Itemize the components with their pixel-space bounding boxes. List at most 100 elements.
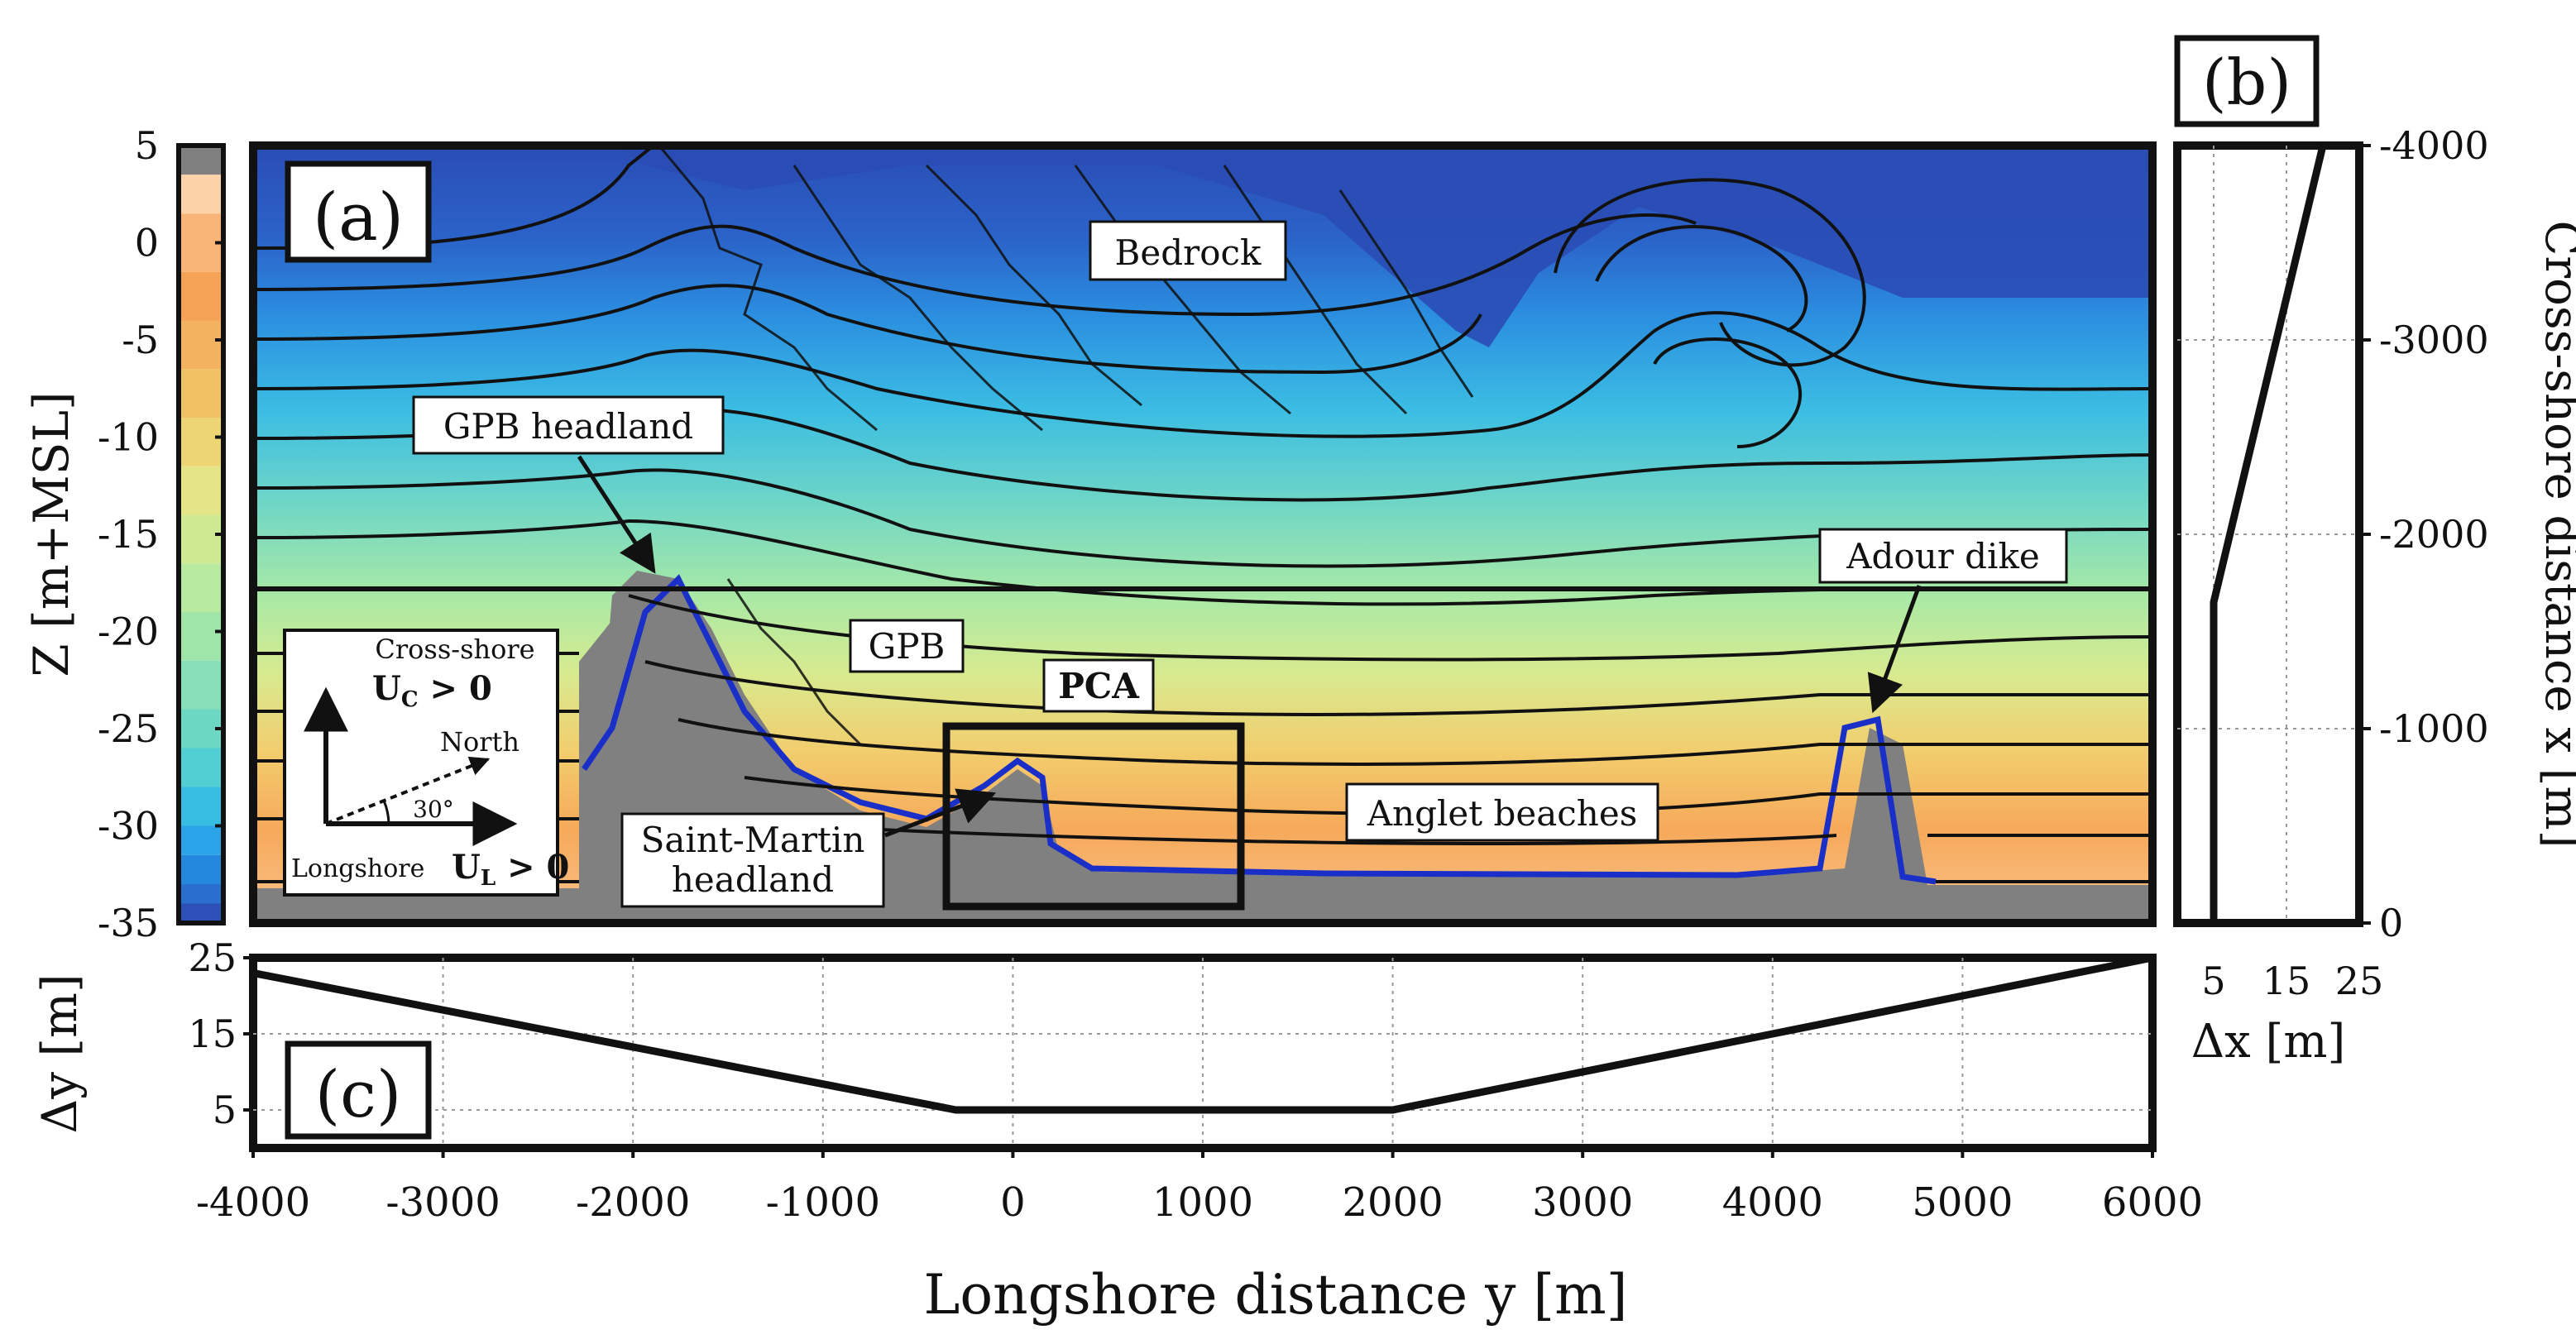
- panel-c-xtick-label: 6000: [2102, 1179, 2203, 1226]
- colorbar-band: [179, 748, 223, 787]
- panel-c-xtick-label: 5000: [1912, 1179, 2013, 1226]
- panel-b-xtick-label: 5: [2201, 959, 2225, 1003]
- colorbar-band: [179, 563, 223, 612]
- colorbar-band: [179, 825, 223, 855]
- colorbar-tick-label: -20: [98, 610, 159, 654]
- panel-c-ylabel: Δy [m]: [31, 973, 88, 1133]
- panel-c-ytick-label: 5: [213, 1088, 237, 1132]
- label-pca: PCA: [1042, 658, 1155, 713]
- arrow-adour-dike: [1867, 585, 1922, 714]
- panel-b: -4000 -3000 -2000 -1000 0 5 15 25 Δx [m] Cross…: [2173, 35, 2576, 1069]
- label-anglet-beaches: Anglet beaches: [1345, 782, 1659, 842]
- svg-text:(b): (b): [2202, 45, 2291, 119]
- angle-arc: [382, 800, 390, 825]
- label-bedrock: Bedrock: [1089, 220, 1287, 281]
- panel-c-ytick-label: 15: [188, 1012, 237, 1056]
- panel-a-label: (a): [285, 160, 432, 263]
- arrow-saint-martin: [884, 788, 997, 838]
- panel-b-ytick-label: -2000: [2379, 512, 2489, 557]
- colorbar-band: [179, 514, 223, 564]
- svg-text:Adour dike: Adour dike: [1846, 536, 2040, 576]
- colorbar-tick-label: 0: [135, 221, 159, 265]
- panel-c-xtick-label: 2000: [1343, 1179, 1444, 1226]
- panel-b-yticks: -4000 -3000 -2000 -1000 0: [2359, 123, 2489, 945]
- panel-c-xtick-label: -1000: [766, 1179, 880, 1226]
- panel-c: 5 15 25 -4000 -3000 -2000 -1000 0 1000 2000 3000 4…: [31, 935, 2203, 1327]
- colorbar-tick-label: -30: [98, 804, 159, 849]
- svg-text:UL > 0: UL > 0: [452, 848, 569, 891]
- label-gpb-headland: GPB headland: [412, 395, 725, 455]
- colorbar-band: [179, 466, 223, 515]
- panel-c-xtick-label: 4000: [1722, 1179, 1823, 1226]
- colorbar-band: [179, 146, 223, 175]
- svg-text:(a): (a): [313, 179, 404, 256]
- panel-b-label: (b): [2174, 35, 2320, 127]
- colorbar: [176, 143, 226, 925]
- shoreline: [582, 574, 1937, 885]
- colorbar-band: [179, 884, 223, 904]
- svg-text:PCA: PCA: [1058, 666, 1140, 706]
- label-adour-dike: Adour dike: [1818, 528, 2068, 584]
- svg-text:(c): (c): [315, 1058, 402, 1132]
- label-saint-martin-headland: Saint-Martin headland: [620, 812, 885, 908]
- colorbar-band: [179, 369, 223, 418]
- svg-text:headland: headland: [672, 859, 834, 900]
- panel-b-ytick-label: -1000: [2379, 706, 2489, 751]
- panel-c-xtick-label: 3000: [1532, 1179, 1633, 1226]
- panel-b-xticks: 5 15 25: [2201, 959, 2383, 1003]
- colorbar-band: [179, 612, 223, 661]
- panel-c-series-line: [252, 954, 2153, 1114]
- panel-c-xtick-label: -4000: [196, 1179, 310, 1226]
- panel-c-ytick-label: 25: [188, 935, 237, 980]
- label-gpb: GPB: [849, 619, 965, 673]
- panel-c-xtick-label: 1000: [1152, 1179, 1253, 1226]
- bedrock-texture: [660, 148, 1474, 746]
- pca-focus-box: [942, 722, 1245, 911]
- svg-text:UC > 0: UC > 0: [372, 669, 492, 712]
- panel-b-xtick-label: 15: [2262, 959, 2311, 1003]
- panel-c-xticks: -4000 -3000 -2000 -1000 0 1000 2000 3000 4000 500…: [196, 1148, 2203, 1226]
- colorbar-band: [179, 903, 223, 923]
- panel-b-ylabel: Cross-shore distance x [m]: [2535, 221, 2576, 849]
- coordinate-inset: Cross-shore UC > 0 North 30° Longshore U…: [283, 629, 569, 897]
- panel-b-ytick-label: -3000: [2379, 318, 2489, 362]
- panel-b-xlabel: Δx [m]: [2191, 1015, 2346, 1069]
- colorbar-band: [179, 854, 223, 884]
- panel-b-ytick-label: -4000: [2379, 123, 2489, 168]
- panel-c-xlabel: Longshore distance y [m]: [924, 1263, 1628, 1327]
- svg-text:Longshore: Longshore: [291, 854, 424, 883]
- svg-text:Saint-Martin: Saint-Martin: [641, 820, 865, 860]
- panel-b-xtick-label: 25: [2335, 959, 2384, 1003]
- colorbar-band: [179, 271, 223, 321]
- svg-text:Cross-shore: Cross-shore: [375, 634, 534, 665]
- deep-water: [253, 146, 2152, 347]
- panel-c-frame: [249, 954, 2157, 1152]
- north-arrow: [325, 756, 491, 825]
- svg-text:Bedrock: Bedrock: [1115, 232, 1262, 273]
- panel-c-xtick-label: -3000: [385, 1179, 500, 1226]
- colorbar-band: [179, 787, 223, 826]
- colorbar-tick-label: 5: [135, 123, 159, 168]
- colorbar-tick-label: -35: [98, 901, 159, 945]
- svg-text:30°: 30°: [413, 796, 454, 823]
- colorbar-band: [179, 320, 223, 370]
- colorbar-tick-label: -10: [98, 415, 159, 460]
- depth-contours: [253, 146, 2152, 883]
- panel-a-frame: [249, 141, 2157, 927]
- colorbar-tick-label: -25: [98, 706, 159, 751]
- svg-text:North: North: [440, 726, 520, 758]
- svg-text:Anglet beaches: Anglet beaches: [1367, 793, 1638, 834]
- panel-c-label: (c): [285, 1040, 432, 1140]
- svg-text:GPB: GPB: [869, 626, 946, 667]
- colorbar-band: [179, 660, 223, 710]
- panel-c-yticks: 5 15 25: [188, 935, 253, 1132]
- colorbar-ticks: 5 0 -5 -10 -15 -20 -25 -30 -35: [98, 123, 223, 945]
- colorbar-tick-label: -5: [122, 318, 159, 362]
- colorbar-band: [179, 418, 223, 466]
- arrow-gpb-headland: [577, 455, 656, 574]
- colorbar-band: [179, 175, 223, 214]
- panel-c-xtick-label: 0: [1000, 1179, 1026, 1226]
- colorbar-tick-label: -15: [98, 512, 159, 557]
- panel-b-ytick-label: 0: [2379, 901, 2403, 945]
